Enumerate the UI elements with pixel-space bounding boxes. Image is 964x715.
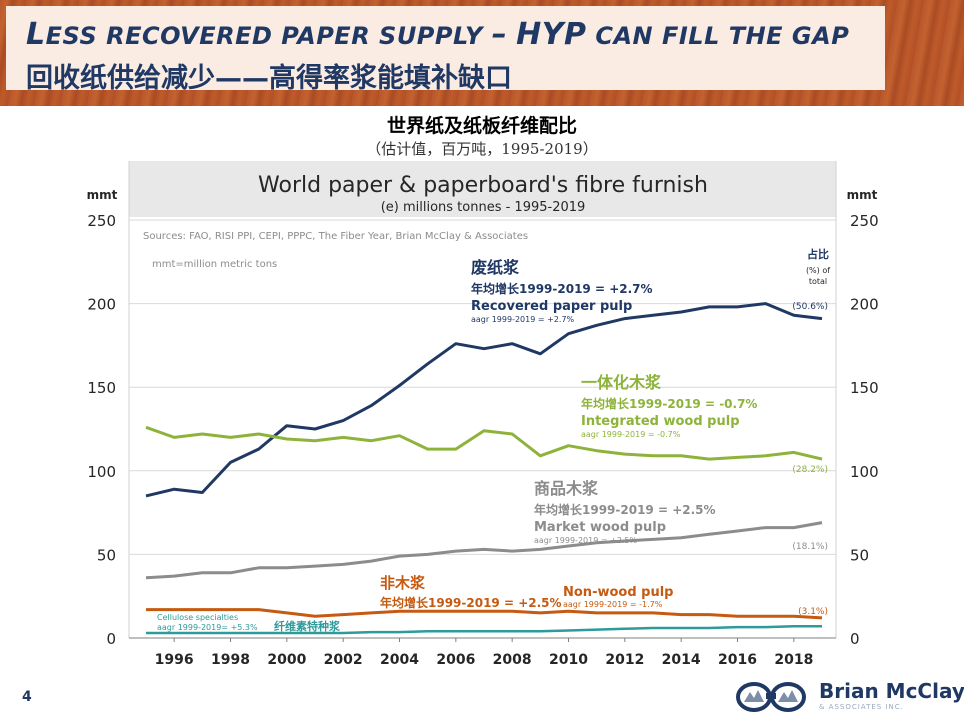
x-tick-label: 2008	[493, 652, 532, 668]
y-tick-label-left: 0	[106, 630, 116, 648]
chart-title: World paper & paperboard's fibre furnish	[258, 173, 708, 198]
y-tick-label-right: 250	[850, 212, 879, 230]
series-name-integrated: Integrated wood pulp	[581, 414, 740, 429]
logo-mark-icon	[736, 682, 806, 712]
x-tick-label: 2002	[324, 652, 363, 668]
series-share-recovered: (50.6%)	[792, 302, 828, 312]
chart-title-band	[129, 161, 836, 217]
y-tick-label-left: 50	[97, 546, 116, 564]
x-tick-label: 2006	[436, 652, 475, 668]
y-tick-label-right: 150	[850, 379, 879, 397]
x-tick-label: 2004	[380, 652, 419, 668]
series-name-market: Market wood pulp	[534, 520, 666, 535]
series-line-recovered	[145, 302, 823, 498]
y-tick-label-right: 50	[850, 546, 869, 564]
x-tick-label: 2014	[662, 652, 701, 668]
chart-title-cn: 世界纸及纸板纤维配比	[386, 115, 577, 137]
chart-subtitle-cn: （估计值，百万吨，1995-2019）	[366, 140, 598, 158]
chart-source: Sources: FAO, RISI PPI, CEPI, PPPC, The …	[143, 231, 528, 242]
y-axis-label-right: mmt	[847, 188, 878, 202]
x-tick-label: 2010	[549, 652, 588, 668]
slide-number: 4	[22, 689, 32, 705]
x-tick-label: 2016	[718, 652, 757, 668]
y-tick-label-left: 200	[87, 296, 116, 314]
series-name-cn-cellulose: 纤维素特种浆	[274, 619, 341, 633]
share-header-en: (%) of	[806, 266, 830, 275]
series-line-cellulose	[146, 625, 822, 635]
x-tick-label: 2000	[267, 652, 306, 668]
y-tick-label-left: 250	[87, 212, 116, 230]
series-growth-cn-market: 年均增长1999-2019 = +2.5%	[534, 502, 716, 517]
y-axis-label-left: mmt	[87, 188, 118, 202]
series-name-cn-recovered: 废纸浆	[471, 258, 520, 277]
chart-subtitle: (e) millions tonnes - 1995-2019	[381, 200, 586, 215]
series-name-cn-integrated: 一体化木浆	[581, 373, 662, 392]
series-growth-cn-recovered: 年均增长1999-2019 = +2.7%	[471, 281, 653, 296]
y-tick-label-left: 150	[87, 379, 116, 397]
y-tick-label-right: 200	[850, 296, 879, 314]
slide-title-en: LESS RECOVERED PAPER SUPPLY – HYP CAN FI…	[26, 17, 850, 52]
logo-name: Brian McClay	[819, 679, 964, 703]
series-name-cn-nonwood: 非木浆	[380, 574, 426, 592]
series-growth-en-nonwood: aagr 1999-2019 = -1.7%	[563, 600, 663, 609]
series-name-cn-market: 商品木浆	[534, 479, 599, 498]
x-tick-label: 2018	[774, 652, 813, 668]
share-header-cn: 占比	[807, 247, 829, 261]
series-name-nonwood: Non-wood pulp	[563, 585, 674, 600]
series-growth-cn-integrated: 年均增长1999-2019 = -0.7%	[581, 396, 757, 411]
series-growth-cn-nonwood: 年均增长1999-2019 = +2.5%	[380, 595, 562, 610]
series-line-nonwood	[146, 608, 823, 620]
series-growth-en-market: aagr 1999-2019 = +2.5%	[534, 536, 638, 545]
share-header-en-2: total	[809, 277, 827, 286]
series-line-integrated	[145, 425, 823, 461]
series-growth-en-recovered: aagr 1999-2019 = +2.7%	[471, 315, 575, 324]
plot-area	[129, 217, 836, 638]
x-tick-label: 1996	[155, 652, 194, 668]
y-tick-label-left: 100	[87, 463, 116, 481]
series-share-integrated: (28.2%)	[792, 465, 828, 475]
series-share-nonwood: (3.1%)	[798, 607, 828, 617]
slide-header: LESS RECOVERED PAPER SUPPLY – HYP CAN FI…	[6, 6, 885, 94]
y-tick-label-right: 100	[850, 463, 879, 481]
series-growth-en-cellulose: aagr 1999-2019= +5.3%	[157, 623, 258, 632]
y-tick-label-right: 0	[850, 630, 860, 648]
unit-note: mmt=million metric tons	[152, 259, 277, 270]
series-name-cellulose: Cellulose specialties	[157, 613, 238, 622]
slide-title-cn: 回收纸供给减少——高得率浆能填补缺口	[26, 63, 512, 94]
series-name-recovered: Recovered paper pulp	[471, 299, 632, 314]
brian-mcclay-logo: Brian McClay & ASSOCIATES INC.	[736, 678, 964, 714]
series-share-market: (18.1%)	[792, 542, 828, 552]
series-growth-en-integrated: aagr 1999-2019 = -0.7%	[581, 430, 681, 439]
series-line-market	[145, 521, 823, 580]
x-tick-label: 2012	[605, 652, 644, 668]
logo-tagline: & ASSOCIATES INC.	[819, 703, 904, 711]
x-tick-label: 1998	[211, 652, 250, 668]
